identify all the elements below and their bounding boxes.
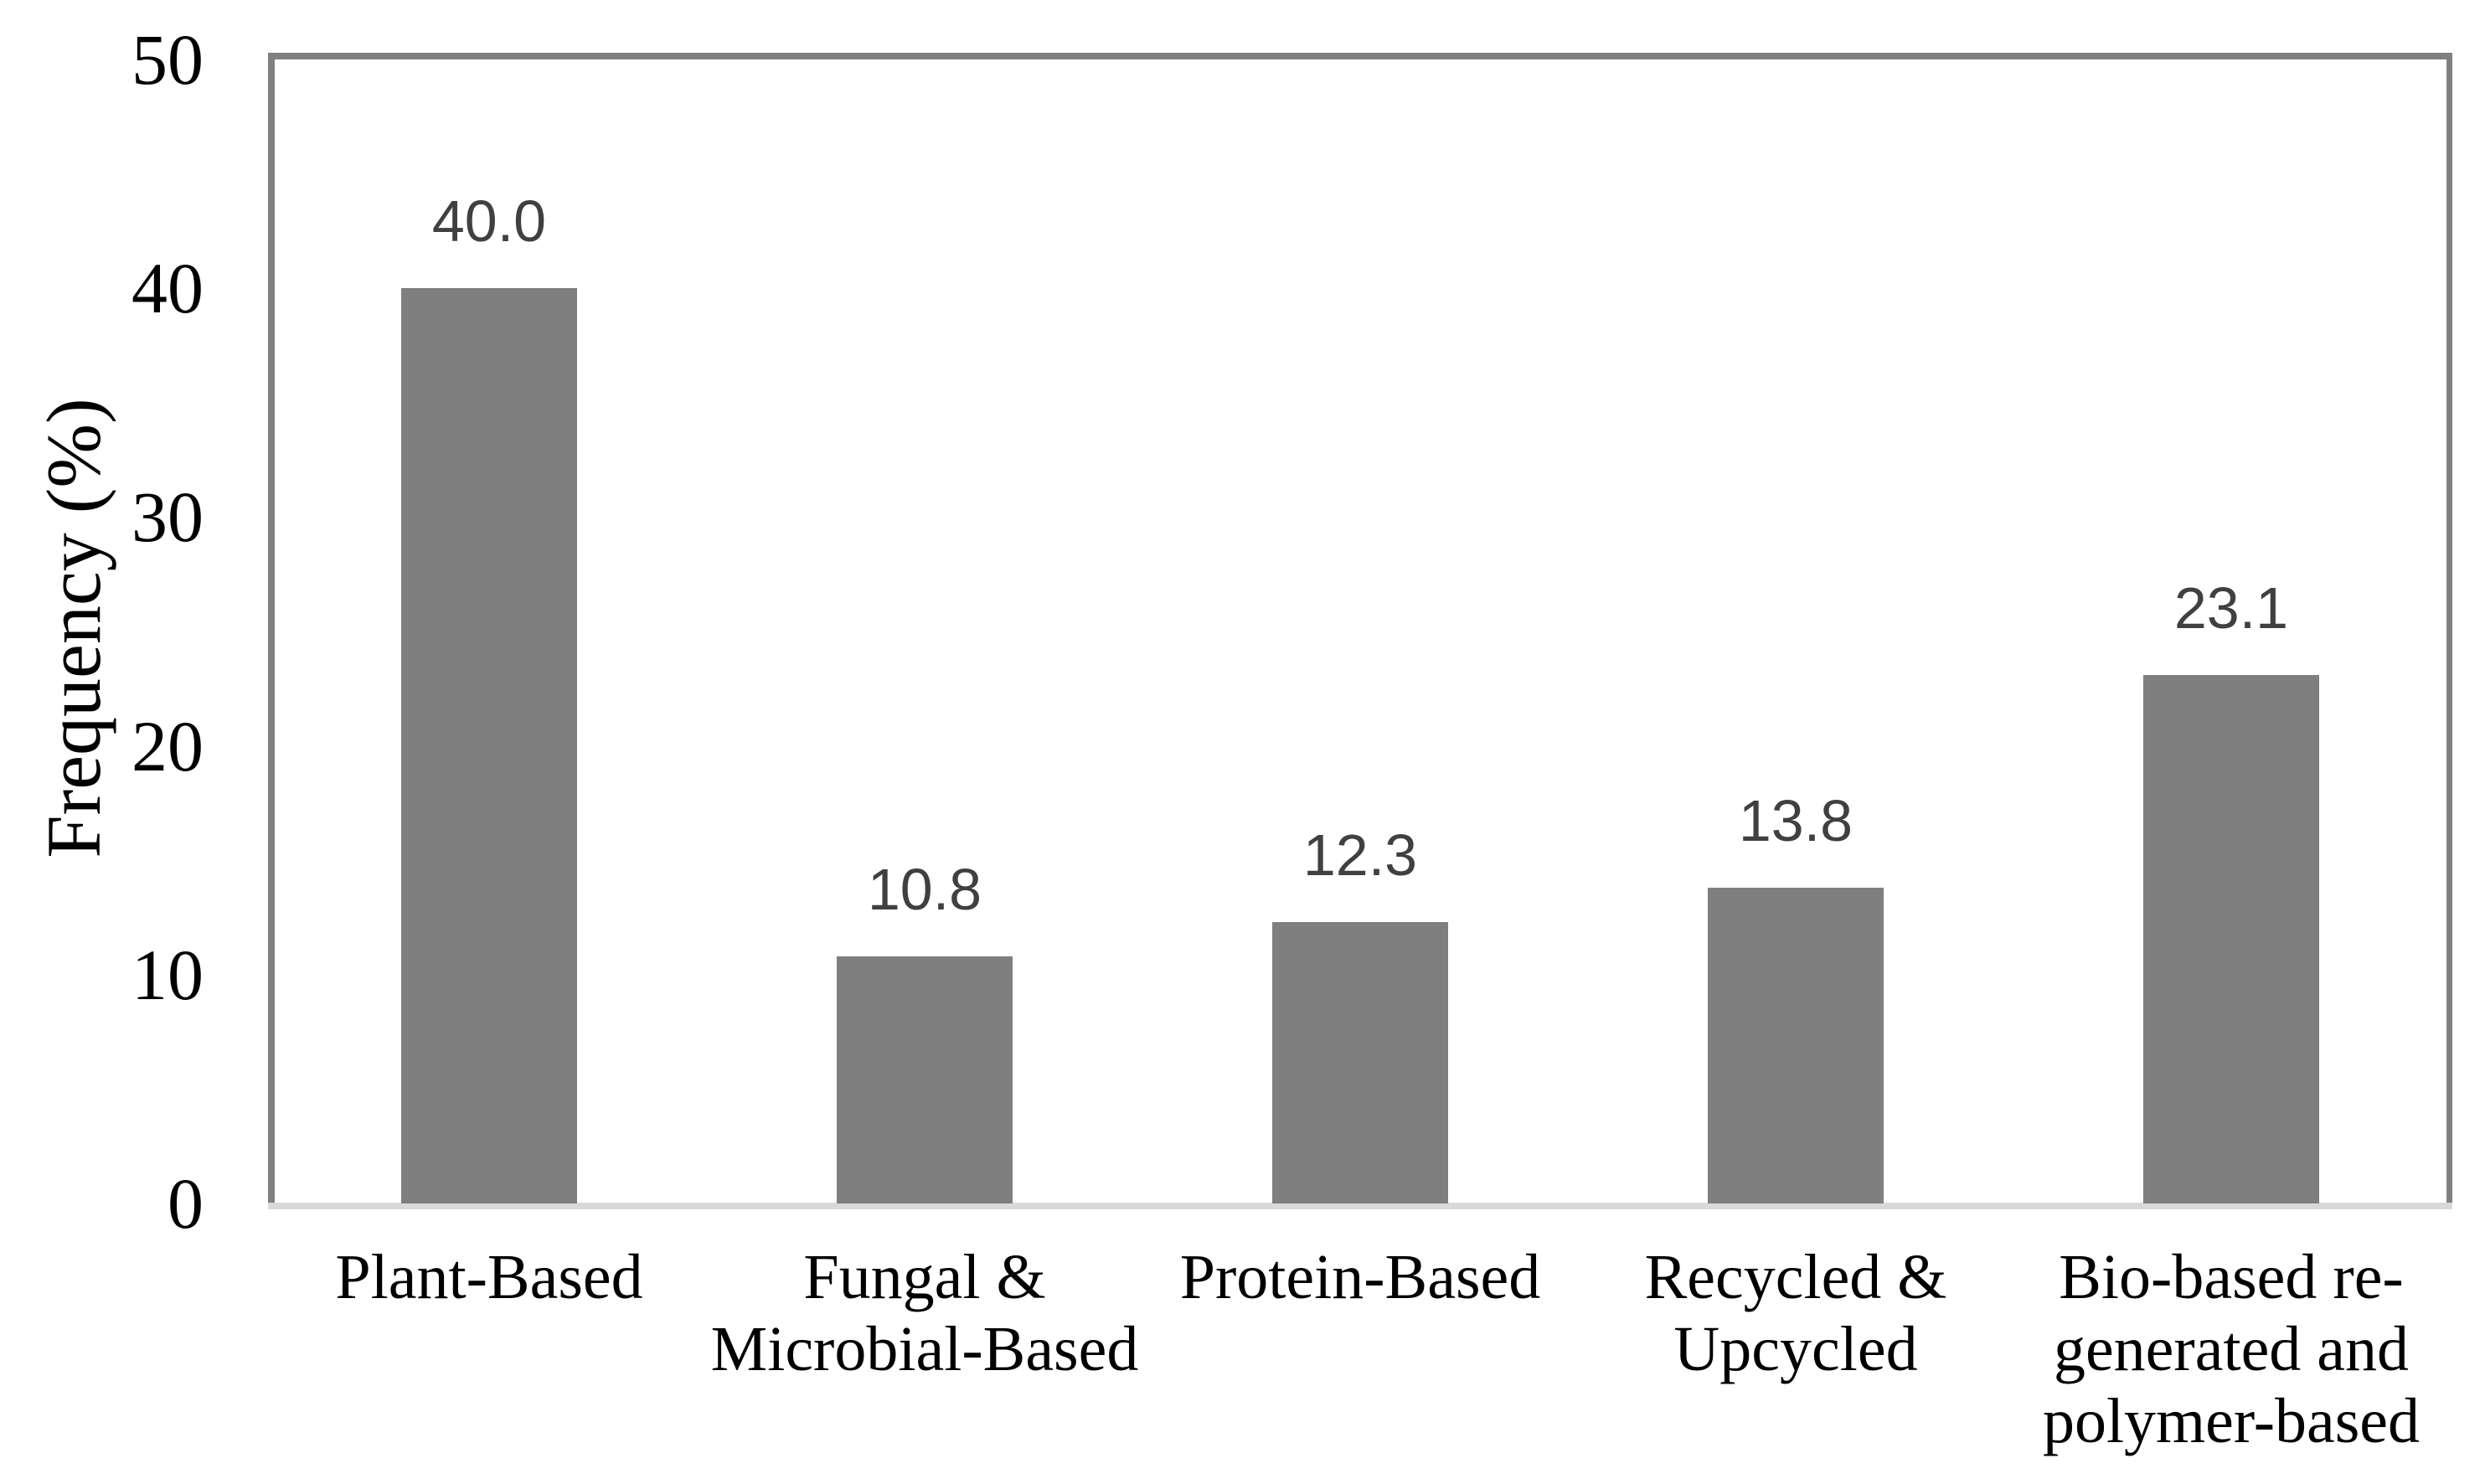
y-axis-tick-label: 40 xyxy=(131,248,204,329)
y-axis-tick-label: 50 xyxy=(131,19,204,100)
bar xyxy=(401,288,577,1203)
y-axis-tick-label: 0 xyxy=(168,1163,204,1244)
y-axis-tick-label: 30 xyxy=(131,477,204,558)
x-axis-category-label: Fungal & Microbial-Based xyxy=(710,1242,1139,1384)
bar-value-label: 13.8 xyxy=(1738,787,1853,853)
bar xyxy=(1272,921,1448,1203)
bar-value-label: 40.0 xyxy=(431,188,547,255)
y-axis-title: Frequency (%) xyxy=(31,398,116,858)
x-axis-line xyxy=(268,1203,2452,1209)
x-axis-category-label: Recycled & Upcycled xyxy=(1644,1242,1947,1384)
plot-area xyxy=(268,53,2452,1203)
bar-value-label: 12.3 xyxy=(1302,822,1418,888)
bar-value-label: 23.1 xyxy=(2173,575,2289,641)
bar xyxy=(837,956,1013,1203)
x-axis-category-label: Protein-Based xyxy=(1179,1242,1541,1312)
x-axis-category-label: Plant-Based xyxy=(335,1242,643,1312)
x-axis-category-label: Bio-based re- generated and polymer-base… xyxy=(2042,1242,2421,1456)
bar xyxy=(1708,887,1884,1203)
y-axis-tick-label: 10 xyxy=(131,934,204,1015)
bar-value-label: 10.8 xyxy=(867,856,982,922)
y-axis-tick-label: 20 xyxy=(131,705,204,786)
bar xyxy=(2143,674,2319,1203)
